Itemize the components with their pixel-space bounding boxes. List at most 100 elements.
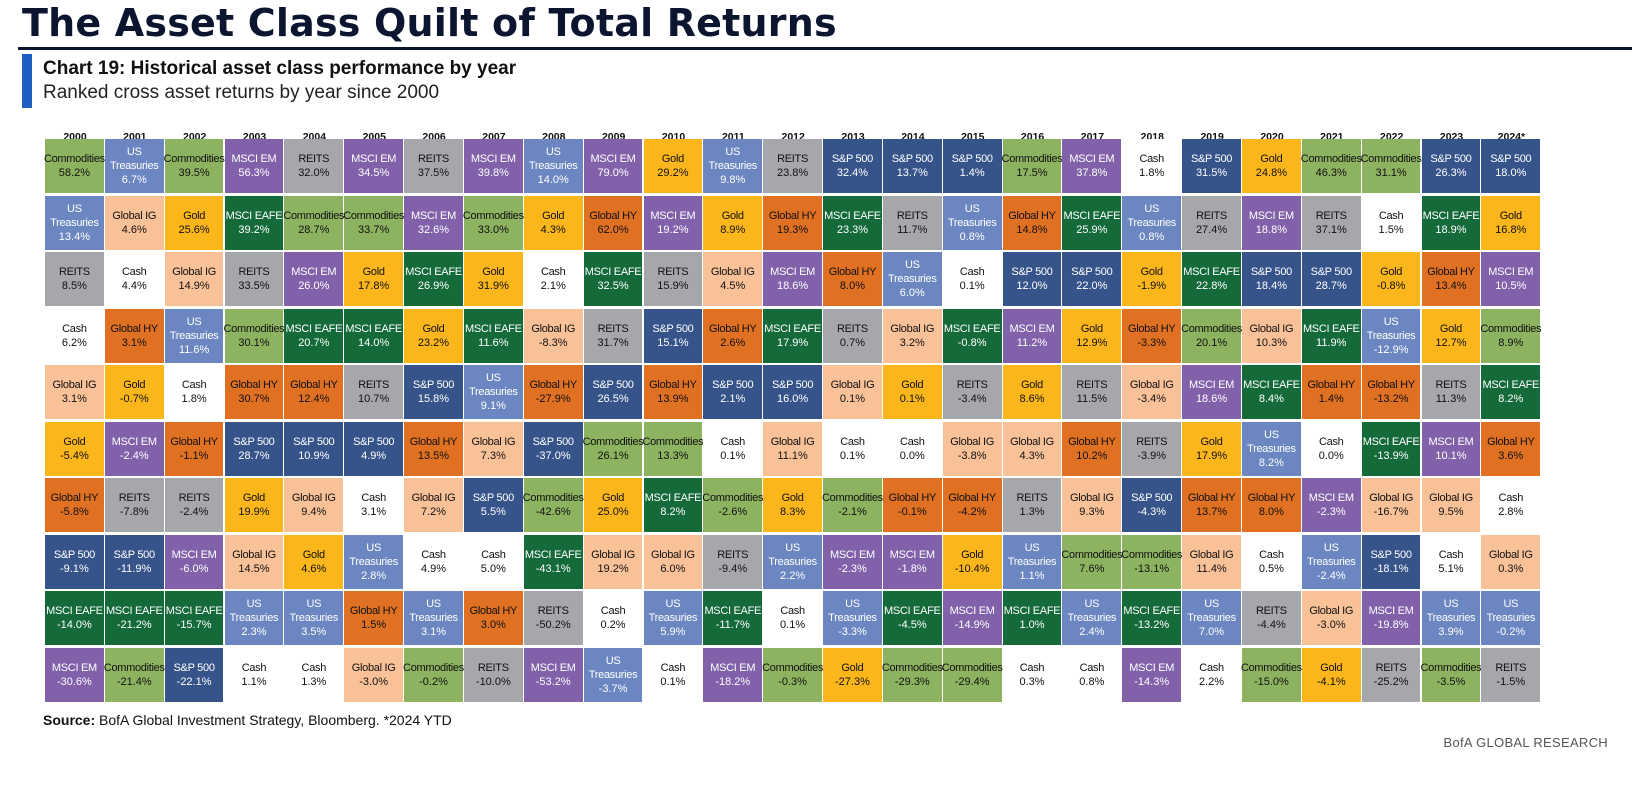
return-value: 8.6% bbox=[1019, 393, 1045, 406]
return-value: -18.1% bbox=[1373, 562, 1409, 575]
asset-label: MSCI EM bbox=[1428, 435, 1474, 448]
return-value: -0.3% bbox=[778, 675, 807, 688]
quilt-cell: MSCI EAFE 8.2% bbox=[1481, 365, 1541, 420]
quilt-cell: US Treasuries 2.3% bbox=[224, 591, 284, 646]
return-value: 33.0% bbox=[477, 223, 509, 236]
asset-label: Cash bbox=[421, 548, 446, 561]
asset-label: Global IG bbox=[890, 322, 935, 335]
asset-label: US bbox=[964, 202, 980, 215]
asset-label: S&P 500 bbox=[831, 153, 873, 166]
quilt-cell: Commodities -42.6% bbox=[522, 478, 584, 533]
asset-label: US bbox=[1084, 598, 1100, 611]
quilt-cell: Global IG -3.4% bbox=[1122, 365, 1182, 420]
asset-label: US bbox=[126, 146, 142, 159]
return-value: 1.4% bbox=[1318, 393, 1344, 406]
asset-label: REITS bbox=[1495, 661, 1527, 674]
return-value: -0.8% bbox=[1376, 280, 1406, 293]
asset-label: MSCI EM bbox=[1069, 153, 1115, 166]
source-note: Source: BofA Global Investment Strategy,… bbox=[43, 712, 452, 728]
return-value: 0.1% bbox=[780, 619, 806, 632]
quilt-cell: MSCI EAFE 32.5% bbox=[583, 252, 643, 307]
quilt-cell: US Treasuries -12.9% bbox=[1361, 308, 1421, 363]
asset-label: MSCI EAFE bbox=[1063, 209, 1121, 222]
asset-label: Cash bbox=[840, 435, 865, 448]
quilt-cell: Global HY 3.6% bbox=[1481, 421, 1541, 476]
asset-label: US bbox=[1264, 428, 1279, 441]
asset-label: REITS bbox=[1196, 209, 1227, 222]
asset-label: Treasuries bbox=[648, 612, 698, 625]
asset-label: Gold bbox=[1080, 322, 1103, 335]
return-value: -6.0% bbox=[179, 562, 209, 575]
source-label: Source: bbox=[43, 712, 96, 728]
quilt-cell: Global IG 3.2% bbox=[882, 308, 942, 363]
quilt-cell: MSCI EM -2.4% bbox=[104, 421, 164, 476]
quilt-cell: Cash 4.9% bbox=[404, 534, 463, 589]
asset-label: MSCI EAFE bbox=[1243, 379, 1300, 392]
quilt-cell: MSCI EAFE 26.9% bbox=[404, 252, 463, 307]
return-value: 19.9% bbox=[238, 506, 270, 519]
return-value: 2.3% bbox=[241, 626, 267, 639]
quilt-cell: Cash 6.2% bbox=[45, 308, 104, 363]
quilt-cell: Commodities -13.1% bbox=[1121, 534, 1182, 589]
asset-label: Cash bbox=[600, 605, 626, 618]
asset-label: Commodities bbox=[163, 153, 225, 166]
return-value: 26.1% bbox=[597, 449, 629, 462]
asset-label: Cash bbox=[900, 435, 925, 448]
quilt-cell: MSCI EAFE 1.0% bbox=[1002, 591, 1062, 646]
asset-label: REITS bbox=[298, 153, 330, 166]
return-value: -4.3% bbox=[1137, 506, 1167, 519]
asset-label: MSCI EAFE bbox=[46, 605, 103, 618]
return-value: 79.0% bbox=[597, 167, 629, 180]
asset-label: REITS bbox=[597, 322, 629, 335]
return-value: 3.2% bbox=[899, 336, 925, 349]
quilt-cell: MSCI EAFE 11.6% bbox=[463, 308, 523, 363]
quilt-cell: MSCI EAFE 11.9% bbox=[1301, 308, 1361, 363]
quilt-cell: Commodities 17.5% bbox=[1001, 139, 1063, 194]
return-value: -13.1% bbox=[1134, 562, 1170, 575]
asset-label: Gold bbox=[542, 209, 565, 222]
asset-label: MSCI EAFE bbox=[1422, 209, 1480, 222]
quilt-cell: MSCI EAFE -11.7% bbox=[703, 591, 763, 646]
return-value: 30.1% bbox=[238, 336, 270, 349]
asset-label: US bbox=[1323, 541, 1339, 554]
quilt-cell: MSCI EM 18.6% bbox=[1182, 365, 1241, 420]
asset-label: Cash bbox=[660, 661, 686, 674]
quilt-cell: Commodities 20.1% bbox=[1181, 308, 1242, 363]
asset-label: Treasuries bbox=[169, 329, 219, 342]
asset-label: Commodities bbox=[1001, 153, 1063, 166]
asset-label: REITS bbox=[1016, 492, 1048, 505]
quilt-cell: Global IG 6.0% bbox=[643, 534, 703, 589]
asset-label: Commodities bbox=[1360, 153, 1422, 166]
asset-label: US bbox=[426, 598, 441, 611]
asset-label: Commodities bbox=[522, 492, 584, 505]
return-value: -2.4% bbox=[179, 506, 209, 519]
asset-label: Treasuries bbox=[409, 612, 458, 625]
asset-label: Global HY bbox=[1427, 266, 1475, 279]
quilt-cell: US Treasuries 1.1% bbox=[1002, 534, 1062, 589]
quilt-cell: US Treasuries 9.1% bbox=[463, 365, 523, 420]
return-value: 17.8% bbox=[358, 280, 390, 293]
quilt-cell: Commodities 7.6% bbox=[1061, 534, 1123, 589]
return-value: 8.0% bbox=[839, 280, 865, 293]
asset-label: Treasuries bbox=[1187, 612, 1236, 625]
asset-label: Global IG bbox=[1309, 605, 1354, 618]
asset-label: Gold bbox=[362, 266, 385, 279]
quilt-cell: Global IG 11.1% bbox=[763, 421, 822, 476]
asset-label: MSCI EM bbox=[710, 661, 756, 674]
quilt-cell: Commodities -0.2% bbox=[403, 647, 464, 702]
quilt-cell: MSCI EAFE 25.9% bbox=[1062, 195, 1122, 250]
asset-label: Cash bbox=[780, 605, 805, 618]
asset-label: Global HY bbox=[409, 435, 458, 448]
quilt-cell: Global HY 1.5% bbox=[344, 591, 404, 646]
quilt-cell: Cash 0.5% bbox=[1242, 534, 1301, 589]
asset-label: Gold bbox=[961, 548, 984, 561]
return-value: -13.9% bbox=[1373, 449, 1409, 462]
asset-label: Global HY bbox=[50, 492, 99, 505]
asset-label: MSCI EAFE bbox=[165, 605, 223, 618]
return-value: 0.0% bbox=[1318, 449, 1344, 462]
quilt-cell: Cash 4.4% bbox=[104, 252, 164, 307]
return-value: 8.2% bbox=[1258, 456, 1284, 469]
asset-label: Global HY bbox=[1187, 492, 1236, 505]
return-value: 10.1% bbox=[1435, 449, 1467, 462]
quilt-cell: Commodities -21.4% bbox=[104, 647, 165, 702]
